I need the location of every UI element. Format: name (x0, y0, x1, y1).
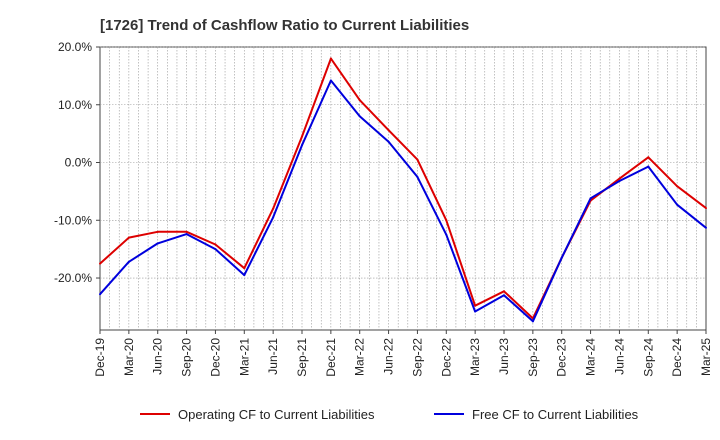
x-tick-label: Mar-25 (699, 338, 713, 376)
x-axis: Dec-19 Mar-20 Jun-20 Sep-20 Dec-20 Mar-21 Jun-… (93, 330, 713, 377)
data-point (214, 243, 217, 246)
data-point (445, 233, 448, 236)
data-point (647, 156, 650, 159)
data-point (531, 320, 534, 323)
data-point (185, 230, 188, 233)
data-point (387, 140, 390, 143)
series-layer (99, 57, 707, 323)
data-point (358, 115, 361, 118)
x-tick-label: Mar-24 (584, 338, 598, 376)
x-tick-label: Sep-22 (410, 338, 424, 377)
grid (100, 46, 706, 330)
x-tick-label: Mar-21 (237, 338, 251, 376)
data-point (647, 165, 650, 168)
data-point (127, 236, 130, 239)
x-tick-label: Mar-22 (353, 338, 367, 376)
data-point (301, 144, 303, 147)
data-point (243, 274, 246, 277)
data-point (329, 79, 332, 82)
legend-label-operating-cf: Operating CF to Current Liabilities (178, 407, 375, 422)
data-point (560, 256, 563, 259)
data-point (243, 267, 246, 270)
data-point (676, 185, 679, 188)
y-tick-label: 20.0% (58, 40, 92, 54)
data-point (185, 233, 188, 236)
x-tick-label: Dec-19 (93, 338, 107, 377)
plot-area (99, 46, 707, 331)
data-point (705, 226, 707, 229)
data-point (387, 129, 390, 132)
data-point (474, 304, 477, 307)
x-tick-label: Jun-23 (497, 338, 511, 375)
series-line-1 (99, 79, 707, 323)
data-point (618, 179, 621, 182)
x-tick-label: Dec-23 (555, 338, 569, 377)
data-point (503, 294, 505, 297)
x-tick-label: Sep-24 (641, 338, 655, 377)
data-point (99, 262, 101, 265)
y-axis: 20.0% 10.0% 0.0% -10.0% -20.0% (54, 40, 100, 285)
data-point (618, 177, 621, 180)
data-point (156, 242, 159, 245)
chart-title: [1726] Trend of Cashflow Ratio to Curren… (100, 17, 469, 34)
legend-label-free-cf: Free CF to Current Liabilities (472, 407, 639, 422)
x-tick-label: Dec-22 (439, 338, 453, 377)
data-point (301, 135, 303, 138)
data-point (156, 230, 159, 233)
x-tick-label: Jun-22 (382, 338, 396, 375)
x-tick-label: Dec-24 (670, 338, 684, 377)
data-point (445, 219, 448, 222)
y-tick-label: 0.0% (65, 156, 93, 170)
x-tick-label: Sep-23 (526, 338, 540, 377)
data-point (358, 99, 361, 102)
x-tick-label: Jun-21 (266, 338, 280, 375)
data-point (589, 197, 592, 200)
data-point (503, 290, 505, 293)
data-point (329, 57, 332, 60)
legend: Operating CF to Current Liabilities Free… (140, 407, 639, 422)
y-tick-label: 10.0% (58, 98, 92, 112)
x-tick-label: Dec-20 (208, 338, 222, 377)
x-tick-label: Jun-24 (612, 338, 626, 375)
data-point (272, 207, 275, 210)
data-point (416, 158, 419, 161)
data-point (127, 260, 130, 263)
data-point (676, 203, 679, 206)
x-tick-label: Mar-20 (122, 338, 136, 376)
x-tick-label: Sep-20 (180, 338, 194, 377)
x-tick-label: Mar-23 (468, 338, 482, 376)
data-point (474, 310, 477, 313)
y-tick-label: -10.0% (54, 213, 92, 227)
data-point (416, 175, 419, 178)
data-point (99, 293, 101, 296)
data-point (272, 216, 275, 219)
x-tick-label: Jun-20 (151, 338, 165, 375)
data-point (705, 207, 707, 210)
y-tick-label: -20.0% (54, 271, 92, 285)
data-point (214, 248, 217, 251)
x-tick-label: Sep-21 (295, 338, 309, 377)
x-tick-label: Dec-21 (324, 338, 338, 377)
